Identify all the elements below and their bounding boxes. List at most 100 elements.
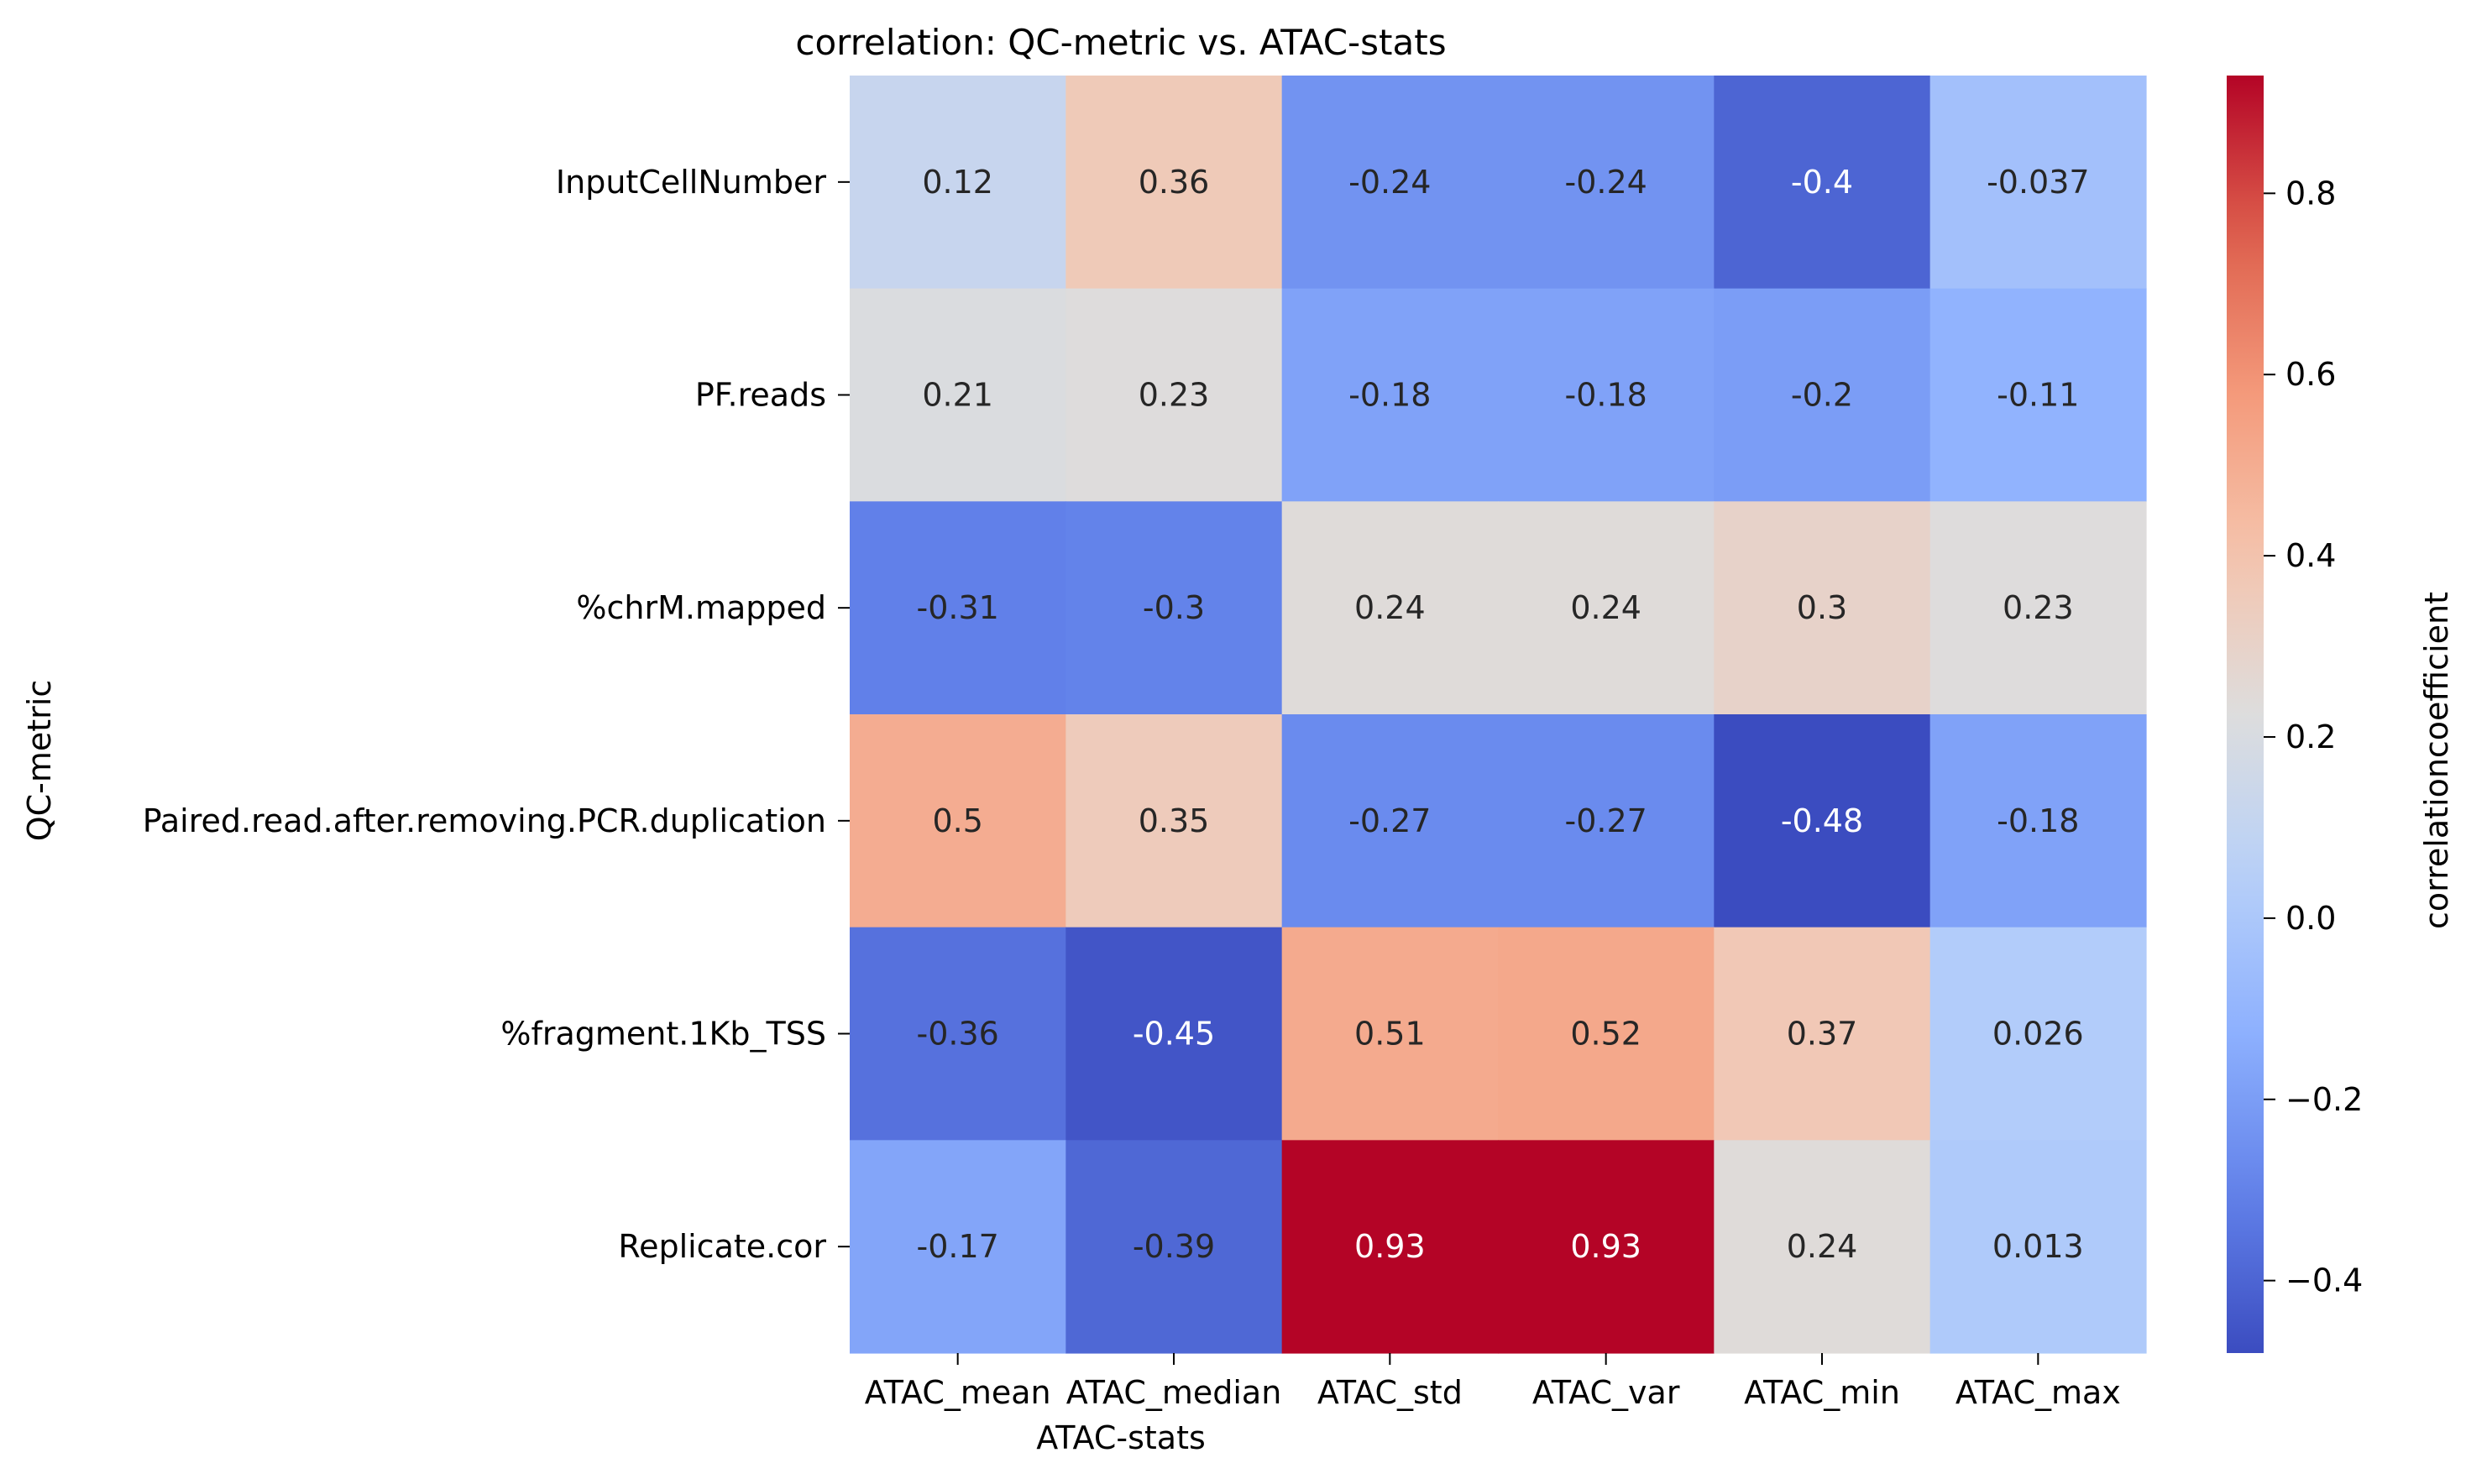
- colorbar-tick-label: 0.4: [2285, 537, 2336, 574]
- y-tick-label: %fragment.1Kb_TSS: [500, 1016, 826, 1053]
- heatmap-cell: [1714, 927, 1931, 1141]
- heatmap-cell: [1498, 501, 1715, 715]
- heatmap-cell: [1281, 927, 1499, 1141]
- heatmap-cell: [1281, 501, 1499, 715]
- heatmap-cell: [1714, 288, 1931, 502]
- cell-value-label: -0.45: [1133, 1016, 1215, 1053]
- heatmap-cell: [1929, 1140, 2147, 1354]
- chart-title: correlation: QC-metric vs. ATAC-stats: [795, 22, 1446, 63]
- heatmap-cell: [1929, 76, 2147, 290]
- cell-value-label: -0.18: [1348, 377, 1431, 414]
- x-tick-label: ATAC_max: [1956, 1374, 2121, 1411]
- heatmap-cell: [1281, 76, 1499, 290]
- heatmap-cell: [1714, 1140, 1931, 1354]
- y-tick-label: Paired.read.after.removing.PCR.duplicati…: [143, 802, 826, 839]
- heatmap-cell: [1281, 1140, 1499, 1354]
- heatmap-cell: [1281, 288, 1499, 502]
- y-tick-label: PF.reads: [695, 377, 826, 414]
- y-tick-label: %chrM.mapped: [576, 589, 826, 626]
- heatmap-cell: [1065, 927, 1283, 1141]
- heatmap-cell: [1929, 288, 2147, 502]
- y-tick-label: Replicate.cor: [618, 1228, 826, 1265]
- cell-value-label: 0.24: [1354, 589, 1426, 626]
- x-tick-label: ATAC_median: [1066, 1374, 1282, 1411]
- heatmap-cell: [1498, 288, 1715, 502]
- cell-value-label: -0.18: [1997, 802, 2079, 839]
- y-axis-ticks: InputCellNumber PF.reads %chrM.mapped Paire…: [143, 164, 850, 1265]
- heatmap-cell: [1498, 76, 1715, 290]
- cell-value-label: -0.11: [1997, 377, 2079, 414]
- heatmap-cell: [850, 501, 1066, 715]
- colorbar-tick-label: −0.4: [2285, 1262, 2363, 1299]
- cell-value-label: -0.24: [1348, 164, 1431, 201]
- cell-value-label: 0.51: [1354, 1016, 1426, 1053]
- cell-value-label: -0.36: [917, 1016, 999, 1053]
- heatmap-cell: [1714, 501, 1931, 715]
- heatmap-cell: [1498, 927, 1715, 1141]
- x-tick-label: ATAC_std: [1317, 1374, 1463, 1411]
- cell-value-label: 0.24: [1570, 589, 1641, 626]
- cell-value-label: 0.24: [1787, 1228, 1858, 1265]
- heatmap-cell: [1065, 76, 1283, 290]
- heatmap-cell: [1065, 714, 1283, 928]
- cell-value-label: 0.12: [922, 164, 993, 201]
- cell-value-label: -0.27: [1565, 802, 1647, 839]
- heatmap-cell: [1065, 501, 1283, 715]
- heatmap-cell: [1498, 1140, 1715, 1354]
- heatmap-cell: [850, 714, 1066, 928]
- cell-value-label: 0.013: [1992, 1228, 2084, 1265]
- heatmap-cell: [1714, 76, 1931, 290]
- cell-value-label: -0.31: [917, 589, 999, 626]
- cell-value-label: 0.3: [1797, 589, 1847, 626]
- cell-value-label: -0.39: [1133, 1228, 1215, 1265]
- cell-value-label: 0.93: [1354, 1228, 1426, 1265]
- cell-value-label: 0.5: [932, 802, 982, 839]
- colorbar-tick-label: 0.6: [2285, 356, 2336, 393]
- cell-value-label: 0.52: [1570, 1016, 1641, 1053]
- y-axis-label: QC-metric: [21, 680, 58, 842]
- colorbar-gradient: [2227, 76, 2264, 1353]
- cell-value-label: 0.23: [1139, 377, 1210, 414]
- cell-value-label: -0.24: [1565, 164, 1647, 201]
- cell-value-label: 0.36: [1139, 164, 1210, 201]
- x-tick-label: ATAC_min: [1744, 1374, 1900, 1411]
- heatmap-cell: [850, 1140, 1066, 1354]
- heatmap-cell: [1714, 714, 1931, 928]
- x-tick-label: ATAC_var: [1532, 1374, 1680, 1411]
- cell-value-label: -0.3: [1143, 589, 1205, 626]
- heatmap-cell: [1281, 714, 1499, 928]
- colorbar-tick-label: 0.0: [2285, 900, 2336, 937]
- heatmap-cell: [1065, 1140, 1283, 1354]
- heatmap-cell: [1498, 714, 1715, 928]
- cell-value-label: -0.2: [1791, 377, 1853, 414]
- x-tick-label: ATAC_mean: [865, 1374, 1051, 1411]
- heatmap-cell: [1929, 501, 2147, 715]
- heatmap-cell: [1065, 288, 1283, 502]
- heatmap-cell: [1929, 927, 2147, 1141]
- cell-value-label: -0.48: [1781, 802, 1863, 839]
- cell-value-label: 0.93: [1570, 1228, 1641, 1265]
- colorbar-tick-label: −0.2: [2285, 1081, 2363, 1118]
- heatmap-cell: [850, 927, 1066, 1141]
- cell-value-label: 0.23: [2003, 589, 2074, 626]
- colorbar-label: correlationcoefficient: [2418, 592, 2455, 929]
- heatmap-cell: [1929, 714, 2147, 928]
- y-tick-label: InputCellNumber: [556, 164, 826, 201]
- heatmap-cells: 0.12 0.36 -0.24 -0.24 -0.4 -0.037 0.21 0.23 -0.1…: [850, 76, 2147, 1354]
- heatmap-cell: [850, 288, 1066, 502]
- colorbar: −0.4 −0.2 0.0 0.2 0.4 0.6 0.8: [2227, 76, 2363, 1353]
- cell-value-label: -0.18: [1565, 377, 1647, 414]
- colorbar-tick-label: 0.2: [2285, 718, 2336, 755]
- cell-value-label: -0.037: [1987, 164, 2090, 201]
- colorbar-tick-label: 0.8: [2285, 175, 2336, 212]
- x-axis-label: ATAC-stats: [1036, 1419, 1206, 1456]
- cell-value-label: 0.35: [1139, 802, 1210, 839]
- cell-value-label: -0.4: [1791, 164, 1853, 201]
- cell-value-label: -0.27: [1348, 802, 1431, 839]
- x-axis-ticks: ATAC_mean ATAC_median ATAC_std ATAC_var ATAC…: [865, 1353, 2121, 1411]
- cell-value-label: 0.37: [1787, 1016, 1858, 1053]
- cell-value-label: -0.17: [917, 1228, 999, 1265]
- cell-value-label: 0.21: [922, 377, 993, 414]
- heatmap-cell: [850, 76, 1066, 290]
